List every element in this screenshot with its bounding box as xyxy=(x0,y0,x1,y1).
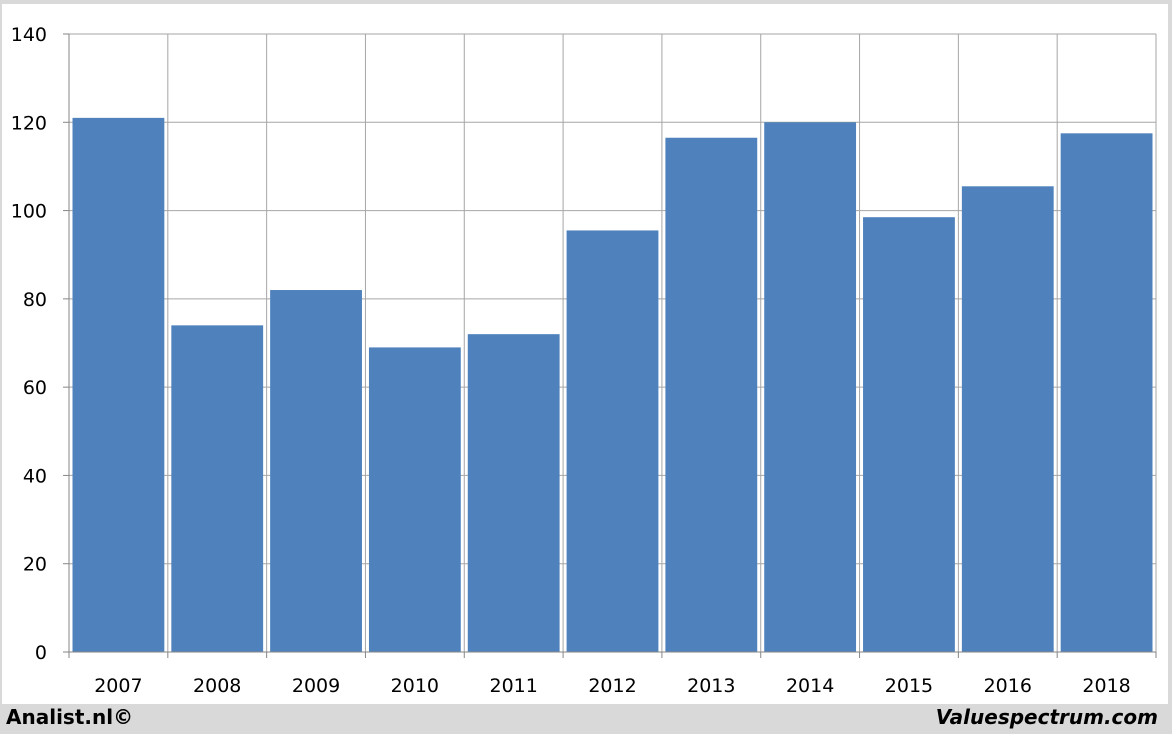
x-tick-label: 2013 xyxy=(687,675,735,697)
x-tick-label: 2011 xyxy=(490,675,538,697)
bar-2016 xyxy=(961,186,1054,653)
y-tick-label: 140 xyxy=(11,24,47,46)
bar-2013 xyxy=(665,137,758,652)
bars xyxy=(72,117,1153,653)
bar-2014 xyxy=(764,122,857,653)
y-tick-label: 20 xyxy=(23,554,47,576)
x-tick-label: 2015 xyxy=(885,675,933,697)
y-tick-label: 100 xyxy=(11,201,47,223)
x-tick-labels: 2007 2008 2009 2010 2011 2012 2013 2014 2015 2016… xyxy=(94,675,1131,697)
x-tick-label: 2010 xyxy=(391,675,439,697)
bar-2007 xyxy=(72,117,165,652)
bar-2018 xyxy=(1060,133,1153,653)
x-tick-label: 2007 xyxy=(94,675,142,697)
y-tick-label: 80 xyxy=(23,289,47,311)
chart-panel: 0 20 40 60 80 100 120 140 2007 2008 2009 2010 2011 2… xyxy=(2,4,1168,704)
bar-2010 xyxy=(368,347,461,652)
y-tick-labels: 0 20 40 60 80 100 120 140 xyxy=(11,24,47,664)
bar-2011 xyxy=(467,334,560,652)
x-tick-label: 2008 xyxy=(193,675,241,697)
x-tick-label: 2014 xyxy=(786,675,834,697)
x-tick-label: 2012 xyxy=(588,675,636,697)
x-tick-label: 2009 xyxy=(292,675,340,697)
y-tick-label: 60 xyxy=(23,377,47,399)
bar-2015 xyxy=(863,217,955,652)
y-tick-label: 120 xyxy=(11,112,47,134)
x-tick-label: 2016 xyxy=(984,675,1032,697)
axes xyxy=(63,33,1157,658)
bar-2012 xyxy=(566,230,659,652)
y-tick-label: 0 xyxy=(35,642,47,664)
source-credit-left: Analist.nl© xyxy=(6,705,134,729)
y-tick-label: 40 xyxy=(23,465,47,487)
source-credit-right: Valuespectrum.com xyxy=(935,705,1158,729)
x-tick-label: 2018 xyxy=(1082,675,1130,697)
bar-2009 xyxy=(270,290,362,652)
bar-2008 xyxy=(171,325,264,652)
